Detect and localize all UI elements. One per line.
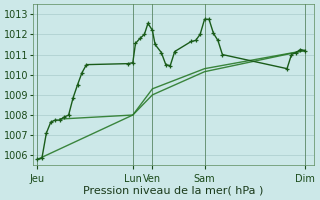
X-axis label: Pression niveau de la mer( hPa ): Pression niveau de la mer( hPa ) bbox=[83, 186, 264, 196]
